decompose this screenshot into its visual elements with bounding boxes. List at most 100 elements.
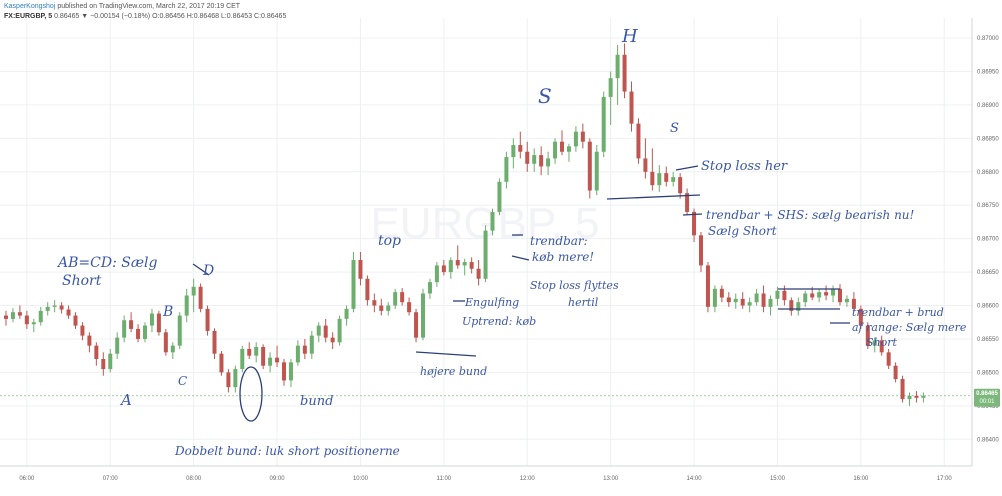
candle-body (31, 322, 36, 325)
candle (156, 310, 161, 336)
candle (671, 171, 676, 187)
candle-body (136, 328, 141, 339)
candle-body (629, 91, 634, 124)
time-tick-label: 15:00 (770, 476, 786, 482)
price-tick-label: 0.86800 (977, 170, 999, 176)
candle (275, 345, 280, 368)
candle (768, 295, 773, 316)
candle-body (462, 262, 467, 266)
candle-body (796, 302, 801, 311)
candle (865, 322, 870, 349)
candle-body (73, 315, 78, 326)
candle (775, 286, 780, 306)
candle-body (198, 286, 203, 309)
candle-body (17, 312, 22, 316)
published-text: published on TradingView.com, March 22, … (57, 3, 241, 10)
time-tick-label: 09:00 (270, 476, 286, 482)
price-tick-label: 0.86700 (977, 237, 999, 243)
candle (80, 322, 85, 341)
candle-body (539, 155, 544, 167)
price-axis[interactable]: 0.87000 0.86950 0.86900 0.86850 0.86800 0.867… (977, 36, 999, 443)
candle (803, 290, 808, 307)
candle (566, 143, 571, 162)
candle (316, 322, 321, 343)
candle (191, 278, 196, 313)
candle (136, 324, 141, 343)
candle-body (247, 348, 252, 356)
candle-body (219, 353, 224, 373)
author-name[interactable]: KasperKongshoj (4, 3, 56, 10)
candle-body (622, 54, 627, 92)
candle (921, 392, 926, 403)
candle (587, 138, 592, 199)
candle-body (573, 131, 578, 147)
annotations: AB=CD: Sælg Short D B C A top bund Dobbe… (56, 26, 967, 458)
candle-body (733, 298, 738, 303)
candle (143, 322, 147, 343)
candle-body (344, 308, 349, 319)
time-axis[interactable]: 06:00 07:00 08:00 09:00 10:00 11:00 12:00 13:00… (19, 476, 952, 482)
candle-body (476, 268, 481, 279)
candle-body (240, 348, 245, 370)
price-tick-label: 0.86900 (977, 103, 999, 109)
candle-body (664, 173, 669, 182)
time-tick-label: 06:00 (19, 476, 35, 482)
label-d: D (202, 263, 214, 279)
candle (38, 306, 43, 326)
candle-body (608, 78, 613, 97)
price-tick-label: 0.86650 (977, 270, 999, 276)
candle (379, 298, 384, 316)
candle (747, 297, 752, 313)
time-tick-label: 17:00 (937, 476, 953, 482)
price-tick-label: 0.86750 (977, 203, 999, 209)
candle-body (365, 278, 370, 301)
candle (692, 208, 697, 242)
candle-body (747, 302, 752, 306)
candle-body (379, 305, 384, 311)
candle (851, 292, 856, 313)
candle-body (775, 290, 780, 299)
candle-body (817, 292, 822, 298)
candle (87, 332, 92, 353)
candle (31, 318, 36, 333)
candle (240, 345, 245, 373)
candle (615, 44, 620, 105)
candle-body (699, 235, 703, 266)
candle-body (10, 312, 15, 319)
candle-body (511, 145, 516, 158)
label-right-shoulder: S (670, 121, 679, 136)
candle (295, 340, 300, 366)
price-tick-label: 0.86550 (977, 337, 999, 343)
candle-body (261, 346, 266, 366)
candle-body (761, 293, 766, 307)
candle (476, 260, 481, 286)
candle (789, 297, 794, 316)
candle (184, 288, 189, 323)
candle (365, 275, 370, 306)
candle (817, 288, 822, 303)
candle (302, 338, 307, 360)
candle-body (184, 295, 189, 316)
candle-body (455, 260, 460, 266)
candle (149, 308, 154, 333)
candle-body (900, 379, 905, 400)
candle (351, 252, 356, 313)
candle-body (233, 369, 238, 388)
candle (205, 305, 210, 336)
candle-body (789, 300, 794, 311)
candle (400, 288, 405, 306)
candle-body (810, 293, 815, 298)
candle-body (282, 362, 286, 381)
candle-body (803, 293, 808, 303)
candle (518, 131, 523, 159)
candle (893, 362, 898, 383)
candle (386, 302, 391, 316)
candle (455, 245, 460, 269)
candle-body (122, 320, 127, 338)
candle (539, 146, 544, 176)
candle-body (921, 395, 926, 398)
candle (268, 352, 273, 373)
candle (900, 375, 905, 403)
candle-body (824, 292, 829, 296)
